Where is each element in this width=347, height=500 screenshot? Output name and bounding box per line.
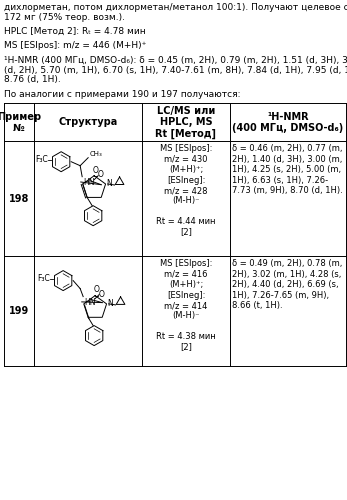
- Text: 198: 198: [9, 194, 29, 204]
- Text: По аналогии с примерами 190 и 197 получаются:: По аналогии с примерами 190 и 197 получа…: [4, 90, 240, 98]
- Text: O: O: [93, 284, 99, 294]
- Text: CH₃: CH₃: [89, 150, 102, 156]
- Text: ¹H-NMR
(400 МГц, DMSO-d₆): ¹H-NMR (400 МГц, DMSO-d₆): [232, 112, 344, 133]
- Text: O: O: [97, 170, 103, 179]
- Text: Пример
№: Пример №: [0, 112, 41, 133]
- Text: O: O: [98, 290, 104, 299]
- Text: HPLC [Метод 2]: Rₜ = 4.78 мин: HPLC [Метод 2]: Rₜ = 4.78 мин: [4, 27, 146, 36]
- Text: MS [ESIpos]: m/z = 446 (M+H)⁺: MS [ESIpos]: m/z = 446 (M+H)⁺: [4, 42, 146, 50]
- Text: N: N: [107, 180, 112, 188]
- Text: HN: HN: [83, 178, 95, 186]
- Text: F₃C: F₃C: [37, 274, 50, 283]
- Text: δ = 0.49 (m, 2H), 0.78 (m,
2H), 3.02 (m, 1H), 4.28 (s,
2H), 4.40 (d, 2H), 6.69 (: δ = 0.49 (m, 2H), 0.78 (m, 2H), 3.02 (m,…: [232, 260, 342, 310]
- Text: MS [ESIpos]:
m/z = 416
(M+H)⁺;
[ESIneg]:
m/z = 414
(M-H)⁻

Rt = 4.38 мин
[2]: MS [ESIpos]: m/z = 416 (M+H)⁺; [ESIneg]:…: [156, 260, 216, 352]
- Text: (d, 2H), 5.70 (m, 1H), 6.70 (s, 1H), 7.40-7.61 (m, 8H), 7.84 (d, 1H), 7.95 (d, 1: (d, 2H), 5.70 (m, 1H), 6.70 (s, 1H), 7.4…: [4, 66, 347, 74]
- Text: дихлорметан, потом дихлорметан/метанол 100:1). Получают целевое соединение с вых: дихлорметан, потом дихлорметан/метанол 1…: [4, 3, 347, 12]
- Text: N: N: [108, 300, 113, 308]
- Text: δ = 0.46 (m, 2H), 0.77 (m,
2H), 1.40 (d, 3H), 3.00 (m,
1H), 4.25 (s, 2H), 5.00 (: δ = 0.46 (m, 2H), 0.77 (m, 2H), 1.40 (d,…: [232, 144, 343, 195]
- Text: 199: 199: [9, 306, 29, 316]
- Text: 172 мг (75% теор. возм.).: 172 мг (75% теор. возм.).: [4, 13, 125, 22]
- Text: ¹H-NMR (400 МГц, DMSO-d₆): δ = 0.45 (m, 2H), 0.79 (m, 2H), 1.51 (d, 3H), 3.00 (m: ¹H-NMR (400 МГц, DMSO-d₆): δ = 0.45 (m, …: [4, 56, 347, 64]
- Text: MS [ESIpos]:
m/z = 430
(M+H)⁺;
[ESIneg]:
m/z = 428
(M-H)⁻

Rt = 4.44 мин
[2]: MS [ESIpos]: m/z = 430 (M+H)⁺; [ESIneg]:…: [156, 144, 216, 236]
- Text: F₃C: F₃C: [35, 155, 48, 164]
- Text: O: O: [92, 166, 98, 174]
- Text: LC/MS или
HPLC, MS
Rt [Метод]: LC/MS или HPLC, MS Rt [Метод]: [155, 106, 217, 139]
- Text: Структура: Структура: [58, 118, 118, 128]
- Text: HN: HN: [84, 298, 96, 306]
- Text: 8.76 (d, 1H).: 8.76 (d, 1H).: [4, 76, 61, 84]
